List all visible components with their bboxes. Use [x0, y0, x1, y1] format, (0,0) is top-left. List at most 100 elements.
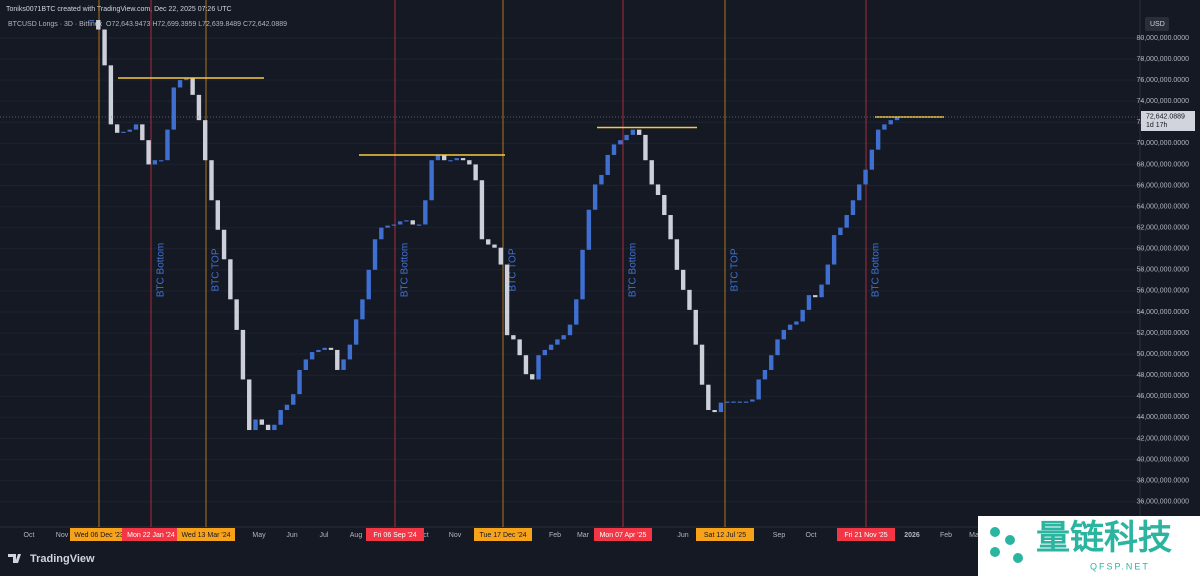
candle	[599, 174, 604, 185]
y-tick-label: 40,000,000.0000	[1136, 456, 1189, 463]
candle	[297, 369, 302, 395]
y-tick-label: 66,000,000.0000	[1136, 182, 1189, 189]
price-label: 72,642.0889	[1146, 113, 1185, 120]
candle	[605, 154, 610, 175]
candle	[265, 424, 271, 431]
candle	[743, 401, 749, 403]
y-tick-label: 68,000,000.0000	[1136, 161, 1189, 168]
candle	[882, 124, 887, 130]
header-title: Toniks0071BTC created with TradingView.c…	[6, 6, 232, 13]
event-label-bg	[177, 528, 235, 541]
candle	[316, 349, 321, 353]
candle	[693, 309, 698, 345]
y-tick-label: 78,000,000.0000	[1136, 56, 1189, 63]
candle	[706, 384, 711, 411]
event-label-bg	[837, 528, 895, 541]
candle	[630, 129, 636, 135]
candle	[636, 129, 642, 135]
candle	[404, 220, 409, 222]
candle	[366, 269, 371, 300]
candle	[687, 289, 692, 310]
y-tick-label: 70,000,000.0000	[1136, 140, 1189, 147]
candle	[133, 124, 139, 130]
x-tick-label: ct	[423, 532, 429, 539]
candle	[473, 164, 478, 181]
candle	[460, 158, 466, 161]
event-annotation: BTC Bottom	[628, 243, 639, 297]
candle	[108, 65, 114, 125]
event-label-bg	[70, 528, 128, 541]
brand: TradingView	[30, 553, 95, 565]
candle	[750, 399, 755, 402]
candle	[511, 335, 516, 340]
candle	[542, 349, 548, 356]
candle	[190, 77, 195, 95]
candle	[831, 235, 837, 265]
candle	[278, 410, 283, 425]
candle	[769, 355, 774, 370]
event-label-bg	[594, 528, 652, 541]
event-label: Fri 21 Nov '25	[844, 532, 887, 539]
candle	[618, 140, 623, 145]
x-tick-label: Ma	[969, 532, 979, 539]
y-tick-label: 76,000,000.0000	[1136, 77, 1189, 84]
candle	[869, 149, 875, 170]
y-tick-label: 62,000,000.0000	[1136, 225, 1189, 232]
x-tick-label: Nov	[56, 532, 69, 539]
candle	[643, 134, 648, 161]
candle	[655, 184, 661, 195]
y-tick-label: 80,000,000.0000	[1136, 35, 1189, 42]
x-tick-label: Oct	[806, 532, 817, 539]
candle	[574, 299, 579, 325]
event-annotation: BTC Bottom	[400, 243, 411, 297]
candle	[787, 324, 793, 330]
candle	[850, 200, 856, 216]
event-label-bg	[366, 528, 424, 541]
price-box	[1141, 110, 1195, 131]
y-tick-label: 74,000,000.0000	[1136, 98, 1189, 105]
candle	[303, 359, 309, 370]
candle	[813, 295, 818, 298]
event-label: Tue 17 Dec '24	[480, 532, 527, 539]
candle	[127, 129, 132, 132]
event-label: Sat 12 Jul '25	[704, 532, 746, 539]
candle	[762, 369, 768, 380]
x-tick-label: May	[252, 532, 266, 539]
y-tick-label: 60,000,000.0000	[1136, 246, 1189, 253]
candle	[360, 299, 365, 320]
candle	[592, 184, 598, 210]
candle	[353, 319, 359, 345]
event-annotation: BTC TOP	[730, 248, 741, 291]
candle	[781, 329, 786, 340]
candle	[335, 349, 340, 370]
candle	[624, 134, 629, 141]
y-tick-label: 54,000,000.0000	[1136, 309, 1189, 316]
candle	[875, 129, 881, 150]
x-tick-label: Jun	[677, 532, 688, 539]
y-tick-label: 36,000,000.0000	[1136, 499, 1189, 506]
y-tick-label: 52,000,000.0000	[1136, 330, 1189, 337]
candle	[857, 184, 862, 201]
x-tick-label: Oct	[24, 532, 35, 539]
candle	[794, 321, 799, 325]
candle	[498, 247, 503, 265]
countdown: 1d 17h	[1146, 122, 1168, 129]
candle	[385, 225, 390, 228]
candle	[379, 227, 384, 240]
symbol: BTCUSD Longs · 3D · Bitfinex	[8, 21, 103, 28]
y-tick-label: 46,000,000.0000	[1136, 393, 1189, 400]
candle	[372, 239, 378, 270]
candle	[165, 129, 170, 161]
candle	[674, 239, 680, 270]
candle	[203, 120, 208, 161]
candle	[699, 344, 705, 385]
candle	[284, 404, 290, 411]
x-tick-label: Nov	[449, 532, 462, 539]
candle	[517, 339, 522, 356]
candle	[548, 344, 554, 350]
candle	[819, 284, 824, 298]
candle	[96, 20, 101, 30]
candle	[737, 401, 742, 403]
candle	[102, 29, 107, 66]
candle	[341, 359, 346, 370]
